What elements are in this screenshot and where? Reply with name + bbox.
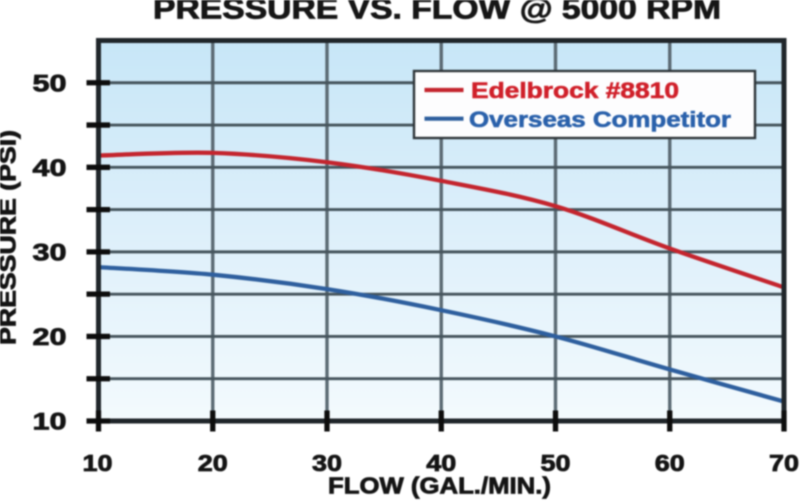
svg-text:20: 20 <box>33 324 67 351</box>
svg-text:30: 30 <box>312 450 342 476</box>
svg-text:Edelbrock #8810: Edelbrock #8810 <box>471 78 679 103</box>
svg-text:50: 50 <box>541 450 571 476</box>
svg-text:PRESSURE VS. FLOW @ 5000 RPM: PRESSURE VS. FLOW @ 5000 RPM <box>153 0 721 26</box>
svg-text:60: 60 <box>655 450 685 476</box>
svg-text:FLOW (GAL./MIN.): FLOW (GAL./MIN.) <box>328 473 551 499</box>
svg-text:40: 40 <box>426 450 456 476</box>
svg-text:40: 40 <box>33 155 67 182</box>
svg-text:10: 10 <box>33 409 67 436</box>
svg-text:20: 20 <box>198 450 228 476</box>
svg-text:70: 70 <box>769 450 799 476</box>
svg-text:30: 30 <box>33 240 67 267</box>
svg-text:Overseas Competitor: Overseas Competitor <box>469 107 731 132</box>
svg-text:50: 50 <box>33 71 67 98</box>
svg-text:10: 10 <box>83 450 113 476</box>
svg-text:PRESSURE (PSI): PRESSURE (PSI) <box>0 130 21 345</box>
